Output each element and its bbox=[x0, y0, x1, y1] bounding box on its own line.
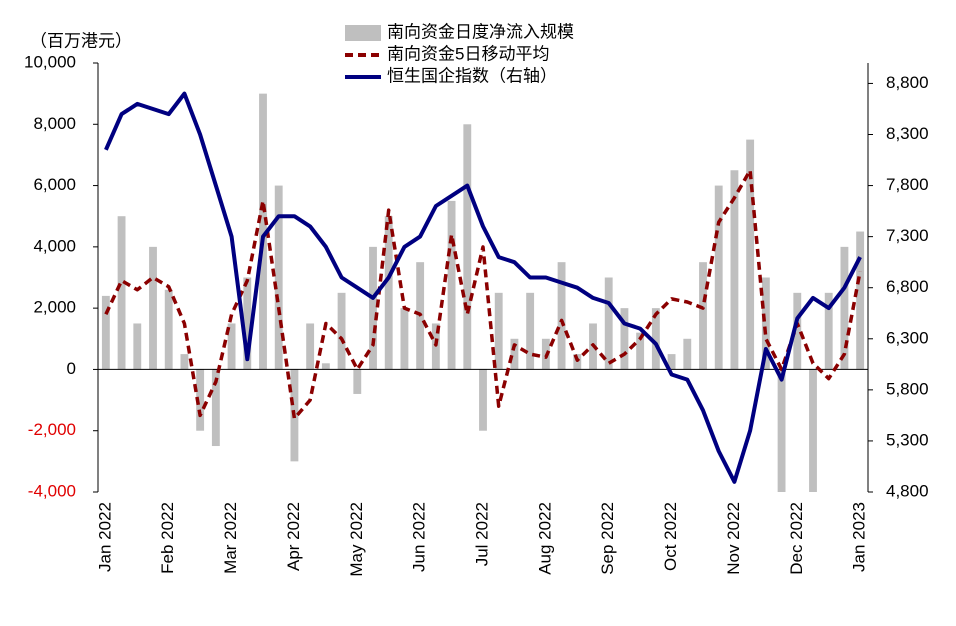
bar bbox=[604, 277, 613, 370]
bar bbox=[761, 277, 770, 370]
line bbox=[104, 91, 862, 484]
y2-tick-label: 8,800 bbox=[886, 73, 929, 92]
x-tick-label: Jul 2022 bbox=[472, 502, 491, 566]
bar bbox=[211, 369, 220, 447]
x-tick-label: Jan 2023 bbox=[850, 502, 869, 572]
y-axis-label: （百万港元） bbox=[30, 31, 132, 50]
y2-tick-label: 7,300 bbox=[886, 226, 929, 245]
x-tick-label: Nov 2022 bbox=[724, 502, 743, 575]
bar bbox=[196, 369, 205, 431]
y-tick-label: 6,000 bbox=[33, 175, 76, 194]
y-tick-label: -2,000 bbox=[28, 420, 76, 439]
bar bbox=[856, 231, 865, 370]
line bbox=[104, 168, 862, 421]
bar bbox=[274, 185, 283, 370]
bar bbox=[777, 369, 786, 492]
y2-tick-label: 5,300 bbox=[886, 430, 929, 449]
bar bbox=[243, 277, 252, 370]
y2-tick-label: 5,800 bbox=[886, 379, 929, 398]
bar bbox=[683, 338, 692, 370]
bar bbox=[337, 292, 346, 370]
x-tick-label: Dec 2022 bbox=[787, 502, 806, 575]
bar bbox=[133, 323, 142, 370]
bar bbox=[463, 124, 472, 370]
bar bbox=[620, 308, 629, 370]
bar bbox=[714, 185, 723, 370]
y-tick-label: 8,000 bbox=[33, 114, 76, 133]
bar bbox=[840, 246, 849, 370]
legend-label: 南向资金日度净流入规模 bbox=[387, 22, 574, 41]
y-tick-label: 0 bbox=[67, 359, 76, 378]
bar bbox=[306, 323, 315, 370]
bar bbox=[149, 246, 157, 370]
bar bbox=[651, 308, 660, 370]
bar bbox=[793, 292, 802, 370]
bar bbox=[667, 354, 676, 370]
bar bbox=[479, 369, 487, 431]
bar bbox=[510, 338, 519, 370]
x-tick-label: Aug 2022 bbox=[535, 502, 554, 575]
y2-tick-label: 8,300 bbox=[886, 124, 929, 143]
y-tick-label: -4,000 bbox=[28, 481, 76, 500]
legend-label: 南向资金5日移动平均 bbox=[387, 44, 549, 63]
bar bbox=[384, 216, 393, 370]
bar bbox=[494, 292, 503, 370]
bar bbox=[809, 369, 817, 492]
bar bbox=[699, 262, 707, 370]
y2-tick-label: 4,800 bbox=[886, 481, 929, 500]
bar bbox=[117, 216, 126, 370]
bar bbox=[636, 332, 645, 370]
bar bbox=[400, 308, 409, 370]
y2-tick-label: 6,300 bbox=[886, 328, 929, 347]
bar bbox=[526, 292, 535, 370]
x-tick-label: Oct 2022 bbox=[661, 502, 680, 571]
bar bbox=[824, 292, 833, 370]
x-tick-label: Feb 2022 bbox=[158, 502, 177, 574]
x-tick-label: Apr 2022 bbox=[284, 502, 303, 571]
bar bbox=[369, 246, 377, 370]
bar bbox=[321, 363, 330, 370]
y-tick-label: 2,000 bbox=[33, 298, 76, 317]
bar bbox=[227, 323, 236, 370]
bar bbox=[259, 93, 267, 370]
x-tick-label: Jun 2022 bbox=[410, 502, 429, 572]
bar bbox=[353, 369, 362, 394]
y-tick-label: 10,000 bbox=[24, 52, 76, 71]
legend-swatch bbox=[345, 25, 381, 41]
bar bbox=[180, 354, 189, 370]
bar bbox=[447, 200, 456, 370]
y-tick-label: 4,000 bbox=[33, 236, 76, 255]
x-tick-label: May 2022 bbox=[347, 502, 366, 577]
bar bbox=[746, 139, 755, 370]
x-tick-label: Mar 2022 bbox=[221, 502, 240, 574]
legend-label: 恒生国企指数（右轴） bbox=[387, 66, 557, 85]
x-tick-label: Sep 2022 bbox=[598, 502, 617, 575]
bar bbox=[101, 295, 110, 370]
bar bbox=[730, 170, 739, 370]
bar bbox=[557, 262, 566, 370]
y2-tick-label: 6,800 bbox=[886, 277, 929, 296]
y2-tick-label: 7,800 bbox=[886, 175, 929, 194]
bar bbox=[164, 289, 173, 370]
x-tick-label: Jan 2022 bbox=[95, 502, 114, 572]
